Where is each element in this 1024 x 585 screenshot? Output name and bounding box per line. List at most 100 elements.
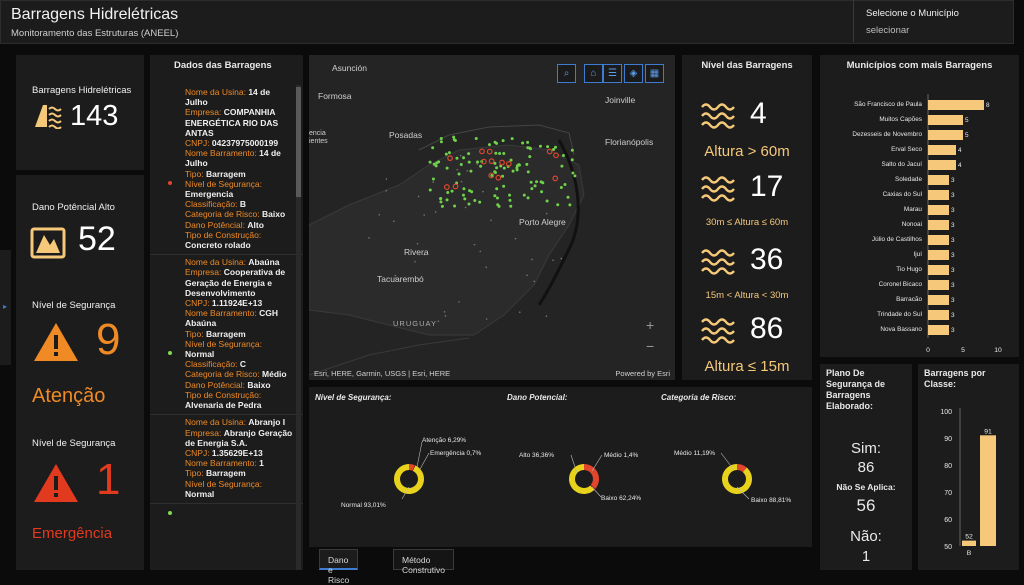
bar[interactable] xyxy=(928,250,949,260)
dam-marker[interactable] xyxy=(533,184,537,188)
dam-marker[interactable] xyxy=(468,189,472,193)
dam-marker[interactable] xyxy=(432,162,436,166)
dam-marker[interactable] xyxy=(528,155,532,159)
dam-marker[interactable] xyxy=(462,156,466,160)
bar[interactable] xyxy=(980,435,996,546)
list-item[interactable]: Nome da Usina: Abranjo I Empresa: Abranjo… xyxy=(150,415,303,516)
dam-marker[interactable] xyxy=(529,180,533,184)
list-scrollbar[interactable] xyxy=(296,85,301,570)
dam-marker[interactable] xyxy=(445,166,449,170)
dam-marker[interactable] xyxy=(469,169,473,173)
bar[interactable] xyxy=(928,145,956,155)
chevron-right-icon[interactable]: ▸ xyxy=(3,302,8,311)
bar[interactable] xyxy=(928,175,949,185)
bar[interactable] xyxy=(928,280,949,290)
home-icon[interactable]: ⌂ xyxy=(584,64,603,83)
dam-marker-alert[interactable] xyxy=(495,174,502,181)
dam-marker[interactable] xyxy=(474,137,478,141)
dam-marker[interactable] xyxy=(511,169,515,173)
dam-marker-alert[interactable] xyxy=(443,184,450,190)
dam-marker[interactable] xyxy=(450,189,454,193)
dam-marker[interactable] xyxy=(452,135,456,139)
layers-icon[interactable]: ◈ xyxy=(624,64,643,83)
dam-marker[interactable] xyxy=(493,170,497,174)
dam-marker[interactable] xyxy=(526,146,530,150)
dam-marker-alert[interactable] xyxy=(552,175,559,182)
dam-marker[interactable] xyxy=(563,182,567,186)
dam-marker-alert[interactable] xyxy=(479,148,485,155)
dam-marker[interactable] xyxy=(495,196,499,200)
dam-marker[interactable] xyxy=(428,188,432,192)
bar[interactable] xyxy=(962,540,976,546)
dam-marker[interactable] xyxy=(476,160,480,164)
donut-slice[interactable] xyxy=(569,464,595,494)
dam-marker[interactable] xyxy=(488,143,492,147)
dam-marker[interactable] xyxy=(453,204,457,208)
list-icon[interactable]: ☰ xyxy=(603,64,622,83)
dam-marker[interactable] xyxy=(546,145,550,149)
bar[interactable] xyxy=(928,310,949,320)
dam-marker[interactable] xyxy=(435,161,439,165)
dam-marker[interactable] xyxy=(439,200,443,204)
dam-marker[interactable] xyxy=(463,197,467,201)
dam-marker[interactable] xyxy=(535,180,539,184)
dam-marker[interactable] xyxy=(515,168,519,172)
dam-marker-alert[interactable] xyxy=(488,172,495,179)
dam-marker[interactable] xyxy=(459,163,463,167)
dam-marker[interactable] xyxy=(462,187,466,191)
dam-marker[interactable] xyxy=(498,152,502,156)
dam-marker[interactable] xyxy=(439,136,443,140)
dam-marker[interactable] xyxy=(495,166,499,170)
dam-marker[interactable] xyxy=(452,138,456,142)
dam-marker[interactable] xyxy=(526,170,530,174)
zoom-out-button[interactable]: − xyxy=(646,338,655,354)
dam-marker-alert[interactable] xyxy=(480,158,487,165)
dam-marker[interactable] xyxy=(493,194,497,198)
dam-marker[interactable] xyxy=(521,141,525,145)
dam-marker[interactable] xyxy=(431,177,435,181)
donut-slice[interactable] xyxy=(394,464,424,494)
dam-marker[interactable] xyxy=(428,160,432,164)
dam-marker[interactable] xyxy=(501,139,505,143)
map-powered-by[interactable]: Powered by Esri xyxy=(615,369,670,378)
dam-marker[interactable] xyxy=(473,199,477,203)
dam-marker[interactable] xyxy=(494,151,498,155)
map-canvas[interactable] xyxy=(309,55,675,380)
grid-icon[interactable]: ▦ xyxy=(645,64,664,83)
dam-marker[interactable] xyxy=(539,180,543,184)
dam-marker-alert[interactable] xyxy=(546,148,553,155)
list-item[interactable]: Nome da Usina: Abaúna Empresa: Cooperativ… xyxy=(150,255,303,416)
dam-marker-alert[interactable] xyxy=(447,155,453,162)
dam-marker-alert[interactable] xyxy=(505,161,512,167)
bar[interactable] xyxy=(928,115,963,125)
dam-marker[interactable] xyxy=(556,203,560,207)
dam-marker[interactable] xyxy=(446,191,450,195)
bar[interactable] xyxy=(928,160,956,170)
dam-marker[interactable] xyxy=(478,200,482,204)
dam-marker[interactable] xyxy=(501,174,505,178)
dam-marker[interactable] xyxy=(502,184,506,188)
dam-marker[interactable] xyxy=(561,154,565,158)
dam-marker[interactable] xyxy=(467,160,471,164)
tab-dano-risco[interactable]: Dano e Risco xyxy=(319,549,359,585)
dam-marker[interactable] xyxy=(566,195,570,199)
donut-slice[interactable] xyxy=(584,464,600,489)
bar[interactable] xyxy=(928,265,949,275)
dam-marker[interactable] xyxy=(502,166,506,170)
donut-slice[interactable] xyxy=(722,464,752,494)
dam-marker[interactable] xyxy=(529,147,533,151)
dam-marker[interactable] xyxy=(553,145,557,149)
dam-marker[interactable] xyxy=(467,202,471,206)
dam-marker[interactable] xyxy=(517,163,521,167)
dam-marker[interactable] xyxy=(444,152,448,156)
donut-slice[interactable] xyxy=(409,464,415,471)
dam-marker[interactable] xyxy=(525,162,529,166)
dam-marker-alert[interactable] xyxy=(499,159,505,166)
donut-slice[interactable] xyxy=(412,465,416,471)
dam-marker[interactable] xyxy=(461,193,465,197)
dam-marker[interactable] xyxy=(508,193,512,197)
dam-marker[interactable] xyxy=(493,161,497,165)
bar[interactable] xyxy=(928,235,949,245)
bar[interactable] xyxy=(928,325,949,335)
donut-slice[interactable] xyxy=(737,464,747,473)
